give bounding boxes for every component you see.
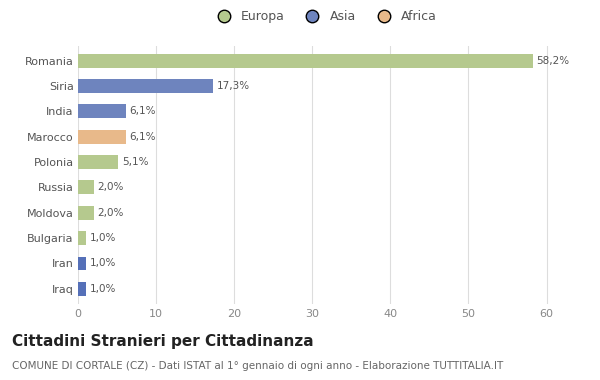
Bar xyxy=(78,155,118,169)
Bar xyxy=(78,130,125,144)
Text: 17,3%: 17,3% xyxy=(217,81,250,91)
Bar xyxy=(78,79,213,93)
Text: 1,0%: 1,0% xyxy=(90,258,116,268)
Text: 5,1%: 5,1% xyxy=(122,157,148,167)
Text: 1,0%: 1,0% xyxy=(90,284,116,294)
Text: 2,0%: 2,0% xyxy=(98,208,124,218)
Text: Cittadini Stranieri per Cittadinanza: Cittadini Stranieri per Cittadinanza xyxy=(12,334,314,349)
Text: 6,1%: 6,1% xyxy=(130,132,156,142)
Bar xyxy=(78,105,125,119)
Bar xyxy=(78,54,533,68)
Bar xyxy=(78,180,94,195)
Text: COMUNE DI CORTALE (CZ) - Dati ISTAT al 1° gennaio di ogni anno - Elaborazione TU: COMUNE DI CORTALE (CZ) - Dati ISTAT al 1… xyxy=(12,361,503,371)
Bar xyxy=(78,206,94,220)
Bar xyxy=(78,256,86,271)
Text: 58,2%: 58,2% xyxy=(536,56,569,66)
Text: 2,0%: 2,0% xyxy=(98,182,124,192)
Legend: Europa, Asia, Africa: Europa, Asia, Africa xyxy=(206,5,442,28)
Bar xyxy=(78,231,86,245)
Text: 6,1%: 6,1% xyxy=(130,106,156,116)
Text: 1,0%: 1,0% xyxy=(90,233,116,243)
Bar xyxy=(78,282,86,296)
